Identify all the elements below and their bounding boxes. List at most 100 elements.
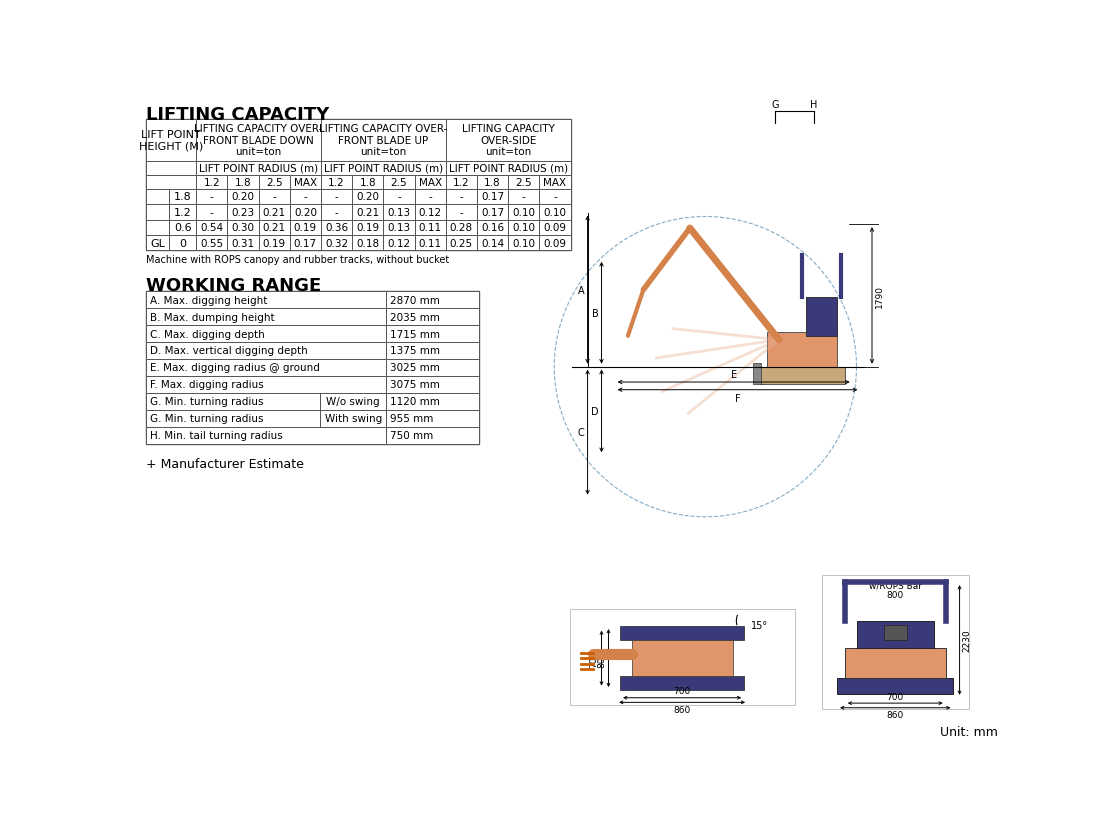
Bar xyxy=(857,621,934,648)
Text: 955 mm: 955 mm xyxy=(390,414,433,424)
Text: G: G xyxy=(772,100,779,110)
Text: B. Max. dumping height: B. Max. dumping height xyxy=(150,312,275,322)
Bar xyxy=(620,626,744,640)
Bar xyxy=(321,190,352,205)
Text: MAX: MAX xyxy=(543,177,566,187)
Text: LIFTING CAPACITY: LIFTING CAPACITY xyxy=(146,105,330,124)
Text: 0.17: 0.17 xyxy=(294,238,317,248)
Bar xyxy=(386,394,479,410)
Bar xyxy=(169,236,197,251)
Bar xyxy=(228,236,259,251)
Text: 0.14: 0.14 xyxy=(481,238,504,248)
Text: LIFTING CAPACITY OVER-
FRONT BLADE DOWN
unit=ton: LIFTING CAPACITY OVER- FRONT BLADE DOWN … xyxy=(194,124,323,157)
Bar xyxy=(146,236,169,251)
Bar xyxy=(540,176,571,190)
Text: -: - xyxy=(428,192,432,202)
Text: 0.16: 0.16 xyxy=(481,223,504,233)
Text: + Manufacturer Estimate: + Manufacturer Estimate xyxy=(146,458,304,471)
Text: 0.10: 0.10 xyxy=(513,238,535,248)
Bar xyxy=(414,176,446,190)
Bar xyxy=(259,190,289,205)
Bar xyxy=(884,624,907,640)
Bar xyxy=(146,359,386,376)
Bar xyxy=(446,162,571,176)
Text: 0.13: 0.13 xyxy=(388,223,411,233)
Text: E: E xyxy=(731,370,737,380)
Text: 1.8: 1.8 xyxy=(360,177,376,187)
Text: -: - xyxy=(210,207,213,217)
Text: 0.21: 0.21 xyxy=(262,207,286,217)
Bar xyxy=(228,176,259,190)
Bar xyxy=(508,236,540,251)
Text: 800: 800 xyxy=(887,590,904,599)
Text: 1375 mm: 1375 mm xyxy=(390,346,440,356)
Text: 0.11: 0.11 xyxy=(419,238,441,248)
Bar xyxy=(146,176,197,190)
Bar xyxy=(540,205,571,221)
Text: 1.8: 1.8 xyxy=(485,177,500,187)
Text: -: - xyxy=(304,192,307,202)
Text: 1790: 1790 xyxy=(875,285,884,308)
Bar xyxy=(383,190,414,205)
Bar xyxy=(197,162,321,176)
Bar xyxy=(321,120,446,162)
Text: LIFTING CAPACITY
OVER-SIDE
unit=ton: LIFTING CAPACITY OVER-SIDE unit=ton xyxy=(461,124,554,157)
Text: 860: 860 xyxy=(674,705,690,714)
Text: 0.20: 0.20 xyxy=(231,192,255,202)
Text: 1.2: 1.2 xyxy=(203,177,220,187)
Bar xyxy=(386,292,479,308)
Bar xyxy=(632,640,733,676)
Text: 0.17: 0.17 xyxy=(481,192,504,202)
Text: Machine with ROPS canopy and rubber tracks, without bucket: Machine with ROPS canopy and rubber trac… xyxy=(146,255,449,265)
Bar xyxy=(540,236,571,251)
Text: 1.8: 1.8 xyxy=(174,192,191,202)
Bar xyxy=(446,120,571,162)
Bar xyxy=(386,376,479,394)
Bar xyxy=(386,427,479,444)
Text: G. Min. turning radius: G. Min. turning radius xyxy=(150,414,264,424)
Bar xyxy=(386,326,479,343)
Text: 0.09: 0.09 xyxy=(544,223,566,233)
Bar xyxy=(259,221,289,236)
Text: -: - xyxy=(459,192,464,202)
Bar xyxy=(321,176,352,190)
Bar xyxy=(477,176,508,190)
Bar xyxy=(806,298,837,336)
Text: 1715 mm: 1715 mm xyxy=(390,329,440,339)
Bar xyxy=(540,190,571,205)
Text: LIFTING CAPACITY OVER-
FRONT BLADE UP
unit=ton: LIFTING CAPACITY OVER- FRONT BLADE UP un… xyxy=(319,124,448,157)
Bar xyxy=(837,679,954,694)
Bar xyxy=(146,394,321,410)
Bar xyxy=(383,236,414,251)
Text: 2870 mm: 2870 mm xyxy=(390,295,440,305)
Bar xyxy=(414,221,446,236)
Bar xyxy=(414,190,446,205)
Text: 750 mm: 750 mm xyxy=(390,431,433,441)
Bar xyxy=(146,190,169,205)
Bar xyxy=(228,221,259,236)
Bar xyxy=(146,308,386,326)
Text: LIFT POINT
HEIGHT (M): LIFT POINT HEIGHT (M) xyxy=(139,130,203,151)
Bar xyxy=(620,676,744,691)
Text: G. Min. turning radius: G. Min. turning radius xyxy=(150,397,264,407)
Text: A: A xyxy=(577,285,584,295)
Text: 0.19: 0.19 xyxy=(356,223,380,233)
Text: 0.17: 0.17 xyxy=(481,207,504,217)
Bar xyxy=(289,176,321,190)
Bar xyxy=(352,221,383,236)
Bar xyxy=(477,236,508,251)
Text: D: D xyxy=(591,406,599,416)
Bar xyxy=(321,236,352,251)
Bar xyxy=(146,205,169,221)
Bar xyxy=(386,308,479,326)
Text: 800: 800 xyxy=(598,650,607,667)
Text: 0.30: 0.30 xyxy=(231,223,255,233)
Text: Unit: mm: Unit: mm xyxy=(939,725,997,738)
Bar xyxy=(446,176,477,190)
Text: -: - xyxy=(553,192,556,202)
Text: 2230: 2230 xyxy=(962,629,971,651)
Text: 700: 700 xyxy=(590,650,599,667)
Bar xyxy=(169,205,197,221)
Text: GL: GL xyxy=(150,238,165,248)
Bar xyxy=(169,190,197,205)
